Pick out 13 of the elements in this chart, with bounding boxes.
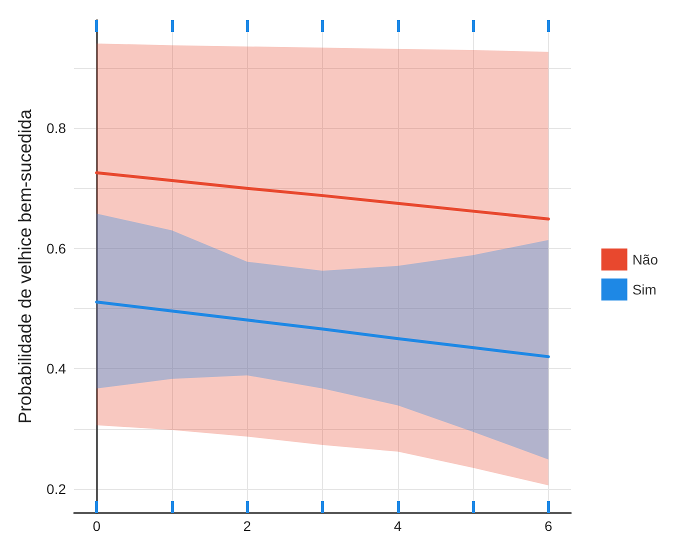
y-tick-label: 0.4 [46, 360, 66, 377]
x-tick-label: 6 [544, 518, 553, 534]
x-tick-label: 4 [394, 518, 402, 534]
x-tick-label: 0 [92, 518, 101, 534]
y-tick-label: 0.6 [46, 240, 66, 256]
x-tick-label: 2 [243, 518, 252, 534]
line-series [95, 171, 550, 221]
legend-label: Sim [632, 282, 656, 298]
line-series [95, 300, 550, 358]
y-tick-label: 0.8 [46, 120, 66, 136]
legend-label: Não [632, 252, 658, 268]
y-axis-title: Probabilidade de velhice bem-sucedida [15, 108, 35, 424]
y-tick-label: 0.2 [46, 480, 66, 497]
